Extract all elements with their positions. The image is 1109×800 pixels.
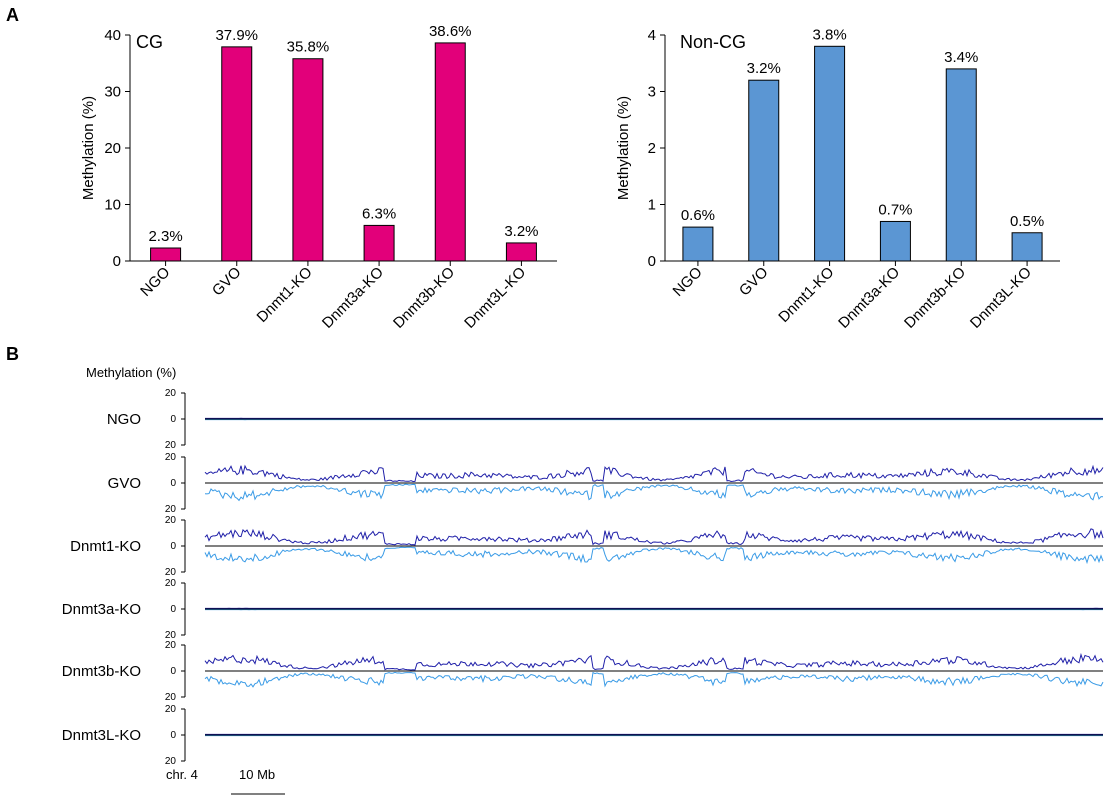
track-gvo: GVO 20 0 20 [108, 452, 1104, 515]
noncg-data-label: 0.5% [1010, 213, 1044, 230]
cg-data-label: 37.9% [215, 27, 258, 44]
track-dnmt3b-ko: Dnmt3b-KO 20 0 20 [62, 640, 1104, 703]
track-plus-strand-signal [204, 652, 1104, 671]
cg-category-label: GVO [209, 264, 245, 300]
noncg-category-label: NGO [670, 264, 706, 300]
track-y-tick-label: 20 [165, 504, 177, 515]
track-label: NGO [107, 411, 141, 428]
panel-a-letter: A [6, 5, 19, 25]
track-y-tick-label: 0 [170, 414, 176, 425]
cg-data-label: 38.6% [429, 23, 472, 40]
cg-bar [221, 46, 253, 262]
track-y-tick-label: 20 [165, 440, 177, 451]
noncg-category-label: GVO [736, 264, 772, 300]
cg-y-tick-label: 30 [104, 84, 121, 101]
noncg-data-label: 0.6% [681, 207, 715, 224]
track-y-tick-label: 20 [165, 704, 177, 715]
panel-b-letter: B [6, 344, 19, 364]
cg-bar [363, 224, 395, 262]
noncg-bar [748, 79, 780, 262]
noncg-bar [1011, 232, 1043, 262]
track-y-tick-label: 20 [165, 388, 177, 399]
track-y-tick-label: 20 [165, 692, 177, 703]
cg-category-label: Dnmt3b-KO [390, 264, 458, 332]
non-cg-bar-chart: 0 1 2 3 4 Methylation (%) Non-CG 0.6% NGO 3.2% GVO… [615, 26, 1060, 332]
track-label: Dnmt1-KO [70, 538, 141, 555]
noncg-bar [814, 45, 846, 262]
track-y-tick-label: 20 [165, 452, 177, 463]
cg-bar [434, 42, 466, 262]
scale-bar-label: 10 Mb [239, 767, 275, 782]
cg-data-label: 3.2% [504, 223, 538, 240]
track-y-tick-label: 20 [165, 515, 177, 526]
track-y-tick-label: 20 [165, 640, 177, 651]
noncg-y-tick-label: 3 [648, 84, 656, 101]
noncg-bar [945, 68, 977, 262]
track-minus-strand-signal [204, 671, 1104, 688]
noncg-data-label: 0.7% [878, 201, 912, 218]
track-y-tick-label: 20 [165, 756, 177, 767]
track-label: GVO [108, 475, 141, 492]
chromosome-label: chr. 4 [166, 767, 198, 782]
noncg-category-label: Dnmt3L-KO [967, 264, 1035, 332]
cg-data-label: 2.3% [148, 228, 182, 245]
track-y-tick-label: 0 [170, 730, 176, 741]
track-y-tick-label: 20 [165, 630, 177, 641]
noncg-y-tick-label: 4 [648, 27, 656, 44]
cg-title: CG [136, 32, 163, 52]
noncg-y-tick-label: 0 [648, 253, 656, 270]
track-y-tick-label: 0 [170, 478, 176, 489]
cg-bar [292, 58, 324, 262]
track-y-tick-label: 0 [170, 541, 176, 552]
track-y-tick-label: 20 [165, 567, 177, 578]
noncg-y-axis-label: Methylation (%) [615, 96, 632, 200]
track-plus-strand-signal [204, 464, 1104, 483]
track-label: Dnmt3b-KO [62, 663, 141, 680]
tracks-ylabel: Methylation (%) [86, 365, 176, 380]
track-dnmt3l-ko: Dnmt3L-KO 20 0 20 [62, 704, 1103, 767]
methylation-tracks: NGO 20 0 20 GVO 20 0 20 Dnmt1-KO 20 0 20 Dnmt3a-KO 20… [62, 388, 1104, 767]
track-y-tick-label: 20 [165, 578, 177, 589]
cg-category-label: Dnmt1-KO [254, 264, 316, 326]
track-ngo: NGO 20 0 20 [107, 388, 1103, 451]
track-plus-strand-signal [204, 528, 1104, 546]
noncg-data-label: 3.2% [747, 60, 781, 77]
track-label: Dnmt3L-KO [62, 727, 141, 744]
noncg-category-label: Dnmt3b-KO [901, 264, 969, 332]
cg-y-tick-label: 10 [104, 197, 121, 214]
track-y-tick-label: 0 [170, 604, 176, 615]
track-minus-strand-signal [204, 546, 1104, 565]
track-dnmt3a-ko: Dnmt3a-KO 20 0 20 [62, 578, 1103, 641]
cg-y-axis-label: Methylation (%) [80, 96, 97, 200]
track-dnmt1-ko: Dnmt1-KO 20 0 20 [70, 515, 1104, 578]
cg-category-label: Dnmt3L-KO [461, 264, 529, 332]
track-y-tick-label: 0 [170, 666, 176, 677]
track-label: Dnmt3a-KO [62, 601, 141, 618]
noncg-category-label: Dnmt1-KO [775, 264, 837, 326]
noncg-data-label: 3.4% [944, 49, 978, 66]
noncg-y-tick-label: 1 [648, 197, 656, 214]
cg-y-tick-label: 20 [104, 140, 121, 157]
noncg-bar [682, 226, 714, 262]
noncg-y-tick-label: 2 [648, 140, 656, 157]
cg-data-label: 6.3% [362, 205, 396, 222]
cg-bar-chart: 0 10 20 30 40 Methylation (%) CG 2.3% NGO 37.9% GV… [80, 23, 557, 332]
cg-y-tick-label: 0 [113, 253, 121, 270]
cg-bar [150, 247, 182, 262]
noncg-category-label: Dnmt3a-KO [835, 264, 903, 332]
cg-y-tick-label: 40 [104, 27, 121, 44]
cg-category-label: Dnmt3a-KO [319, 264, 387, 332]
noncg-bar [879, 220, 911, 262]
track-minus-strand-signal [204, 483, 1104, 502]
cg-bar [505, 242, 537, 262]
noncg-title: Non-CG [680, 32, 746, 52]
noncg-data-label: 3.8% [812, 26, 846, 43]
cg-data-label: 35.8% [287, 39, 330, 56]
cg-category-label: NGO [137, 264, 173, 300]
